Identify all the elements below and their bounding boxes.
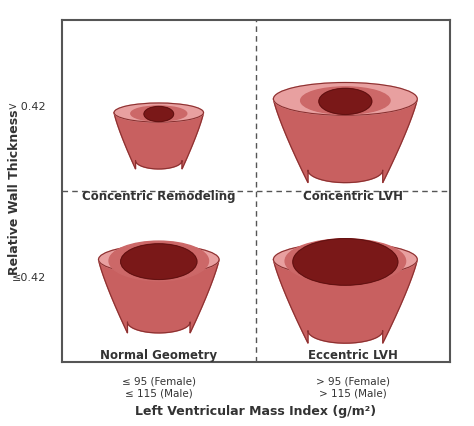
Ellipse shape	[273, 83, 417, 116]
Text: ≤ 95 (Female)
≤ 115 (Male): ≤ 95 (Female) ≤ 115 (Male)	[122, 376, 196, 397]
Ellipse shape	[99, 245, 219, 274]
Ellipse shape	[121, 244, 197, 280]
Ellipse shape	[109, 242, 209, 281]
Text: ≤0.42: ≤0.42	[12, 272, 46, 282]
Text: Left Ventricular Mass Index (g/m²): Left Ventricular Mass Index (g/m²)	[136, 405, 376, 417]
Ellipse shape	[131, 107, 187, 122]
Text: Eccentric LVH: Eccentric LVH	[308, 348, 398, 361]
Text: Relative Wall Thickness: Relative Wall Thickness	[8, 109, 21, 274]
Polygon shape	[273, 100, 417, 183]
Ellipse shape	[293, 239, 398, 285]
Text: Concentric Remodeling: Concentric Remodeling	[82, 190, 236, 203]
Ellipse shape	[114, 104, 203, 123]
Polygon shape	[114, 113, 203, 170]
Text: Concentric LVH: Concentric LVH	[303, 190, 403, 203]
Polygon shape	[273, 260, 417, 343]
Ellipse shape	[144, 107, 173, 122]
Ellipse shape	[285, 239, 406, 284]
Text: Normal Geometry: Normal Geometry	[100, 348, 218, 361]
Polygon shape	[99, 260, 219, 333]
Text: > 95 (Female)
> 115 (Male): > 95 (Female) > 115 (Male)	[316, 376, 390, 397]
Ellipse shape	[301, 88, 390, 115]
Text: > 0.42: > 0.42	[9, 101, 46, 112]
Ellipse shape	[319, 89, 372, 115]
Ellipse shape	[273, 244, 417, 276]
